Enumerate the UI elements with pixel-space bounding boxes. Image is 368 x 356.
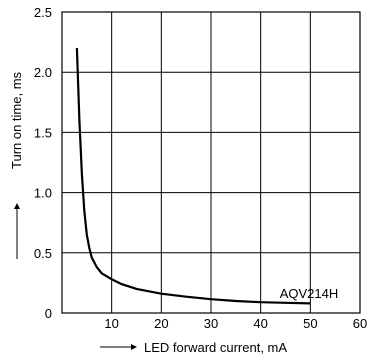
curve-annotation: AQV214H (280, 286, 339, 301)
y-axis-label-group: Turn on time, ms (9, 71, 24, 259)
series-line (75, 48, 311, 305)
x-axis-arrowhead (131, 344, 137, 350)
x-tick-label: 60 (353, 316, 367, 331)
grid (62, 11, 361, 314)
y-tick-label: 1.5 (34, 125, 52, 140)
x-tick-labels: 10 20 30 40 50 60 (104, 316, 367, 331)
y-axis-label: Turn on time, ms (9, 71, 24, 169)
x-axis-label: LED forward current, mA (144, 340, 287, 355)
y-tick-label: 2.5 (34, 5, 52, 20)
y-tick-label: 0 (45, 306, 52, 321)
x-tick-label: 10 (104, 316, 118, 331)
y-tick-label: 2.0 (34, 65, 52, 80)
x-tick-label: 50 (303, 316, 317, 331)
y-axis-arrowhead (14, 203, 20, 209)
y-tick-label: 1.0 (34, 186, 52, 201)
x-tick-label: 30 (204, 316, 218, 331)
x-tick-label: 40 (253, 316, 267, 331)
plot-frame (61, 11, 361, 314)
y-tick-labels: 0 0.5 1.0 1.5 2.0 2.5 (34, 5, 52, 321)
x-tick-label: 20 (154, 316, 168, 331)
y-tick-label: 0.5 (34, 246, 52, 261)
